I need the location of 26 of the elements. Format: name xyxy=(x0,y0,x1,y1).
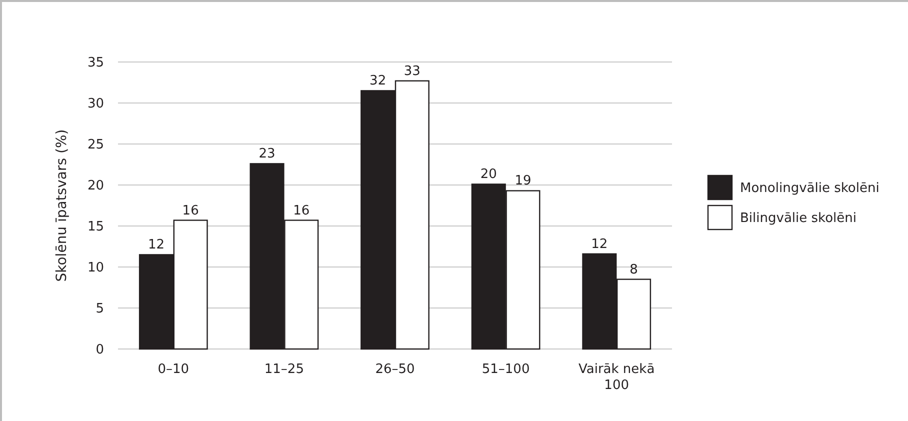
legend-label: Bilingvālie skolēni xyxy=(740,211,857,226)
data-label: 16 xyxy=(293,203,310,218)
x-tick-label: 11–25 xyxy=(264,362,304,377)
y-tick-label: 10 xyxy=(87,260,104,276)
data-label: 16 xyxy=(182,203,199,218)
data-label: 23 xyxy=(258,146,276,162)
data-label: 8 xyxy=(630,262,638,278)
y-tick-label: 15 xyxy=(87,220,104,235)
data-label: 20 xyxy=(480,167,497,182)
y-tick-label: 35 xyxy=(87,56,104,71)
x-tick-label: 51–100 xyxy=(482,362,530,377)
y-tick-label: 0 xyxy=(96,342,104,358)
y-axis-title: Skolēnu īpatsvars (%) xyxy=(54,129,70,282)
y-tick-label: 5 xyxy=(96,302,104,317)
x-tick-label: Vairāk nekā 100 xyxy=(578,362,655,393)
legend-label: Monolingvālie skolēni xyxy=(740,181,880,196)
y-tick-label: 30 xyxy=(87,96,104,112)
x-tick-label: 0–10 xyxy=(158,362,190,377)
data-label: 12 xyxy=(148,238,164,253)
data-label: 12 xyxy=(591,236,608,252)
y-tick-label: 20 xyxy=(87,178,104,194)
y-tick-label: 25 xyxy=(87,138,104,153)
x-tick-label: 26–50 xyxy=(375,362,415,377)
data-label: 32 xyxy=(370,74,386,89)
data-label: 33 xyxy=(404,64,420,79)
data-label: 19 xyxy=(514,174,532,189)
